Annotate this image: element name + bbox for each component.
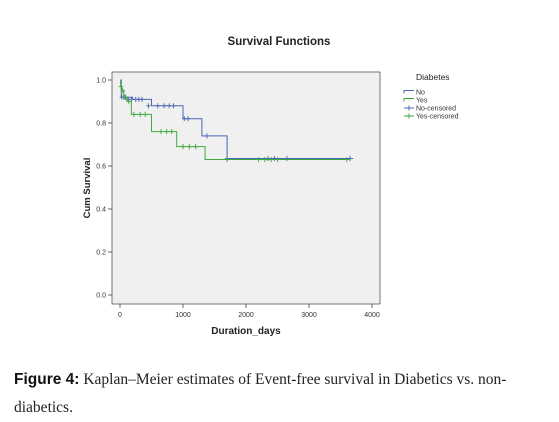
censored-mark-yes [193,144,198,150]
legend-swatch [403,90,414,94]
censored-mark-no [272,155,277,162]
censored-mark-yes [118,83,124,90]
survival-chart: Survival Functions 0 1000 2000 3000 40000.00… [82,36,459,337]
x-axis-label: Duration_days [211,326,281,337]
censored-mark-no [161,103,167,109]
censored-mark-yes [122,94,128,100]
censored-mark-yes [224,156,230,163]
censored-mark-no [347,155,353,162]
censored-mark-yes [131,111,137,117]
legend-label: Yes [416,98,428,105]
y-tick-label: 0.8 [96,121,106,128]
x-tick-label: 0 [118,312,122,319]
x-tick-label: 1000 [175,312,191,319]
censored-mark-yes [187,144,192,150]
censored-mark-yes [256,156,261,163]
censored-mark-yes [158,129,164,135]
figure-caption: Figure 4: Kaplan–Meier estimates of Even… [14,366,550,422]
legend-label: Yes-censored [416,114,459,121]
censored-mark-no [166,103,172,109]
censored-mark-no [155,103,160,109]
censored-mark-no [146,103,151,109]
plot-area [111,71,381,305]
legend-swatch [403,98,414,102]
censored-mark-no [204,133,210,139]
censored-mark-no [185,116,191,122]
y-tick-label: 0.0 [96,293,106,300]
censored-mark-yes [126,98,132,105]
censored-mark-yes [120,88,126,94]
censored-mark-no [284,155,290,162]
legend-label: No [416,90,425,97]
censored-mark-no [182,116,187,122]
censored-mark-no [265,155,271,162]
caption-text: Kaplan–Meier estimates of Event-free sur… [14,371,507,416]
censored-mark-yes [164,129,169,135]
y-axis-label: Cum Survival [82,158,93,219]
censored-mark-yes [269,156,274,163]
y-tick-label: 1.0 [96,78,106,85]
censored-mark-no [139,96,145,102]
chart-figure: Survival Functions 0 1000 2000 3000 4000 0.0 0… [82,36,459,337]
censored-mark-yes [275,156,280,163]
chart-title: Survival Functions [228,36,331,48]
censored-mark-yes [180,144,186,150]
censored-mark-yes [169,129,174,135]
x-tick-label: 4000 [364,312,380,319]
censored-mark-no [171,103,176,109]
censored-mark-yes [262,156,268,163]
censored-mark-yes [344,156,349,163]
legend-label: No-censored [416,106,456,113]
legend-title: Diabetes [416,72,450,82]
y-tick-label: 0.6 [96,164,106,171]
axes: 0 1000 2000 3000 4000 0.0 0.2 0.4 0.6 0.8 1.0 [96,78,380,320]
caption-label: Figure 4: [14,371,80,388]
censored-mark-yes [137,111,143,117]
y-tick-label: 0.4 [96,207,106,214]
x-tick-label: 2000 [238,312,254,319]
censored-mark-yes [143,111,148,117]
series-layer [118,79,354,163]
y-tick-label: 0.2 [96,250,106,257]
x-tick-label: 3000 [301,312,317,319]
